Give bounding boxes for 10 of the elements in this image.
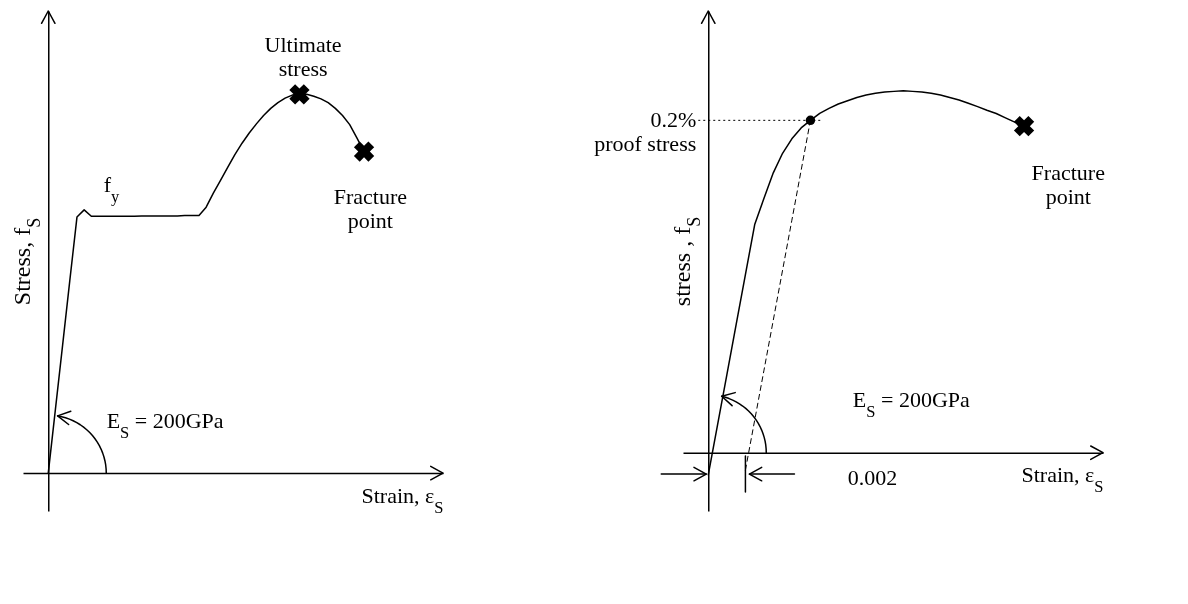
annotation: E$_{S}$ = 200GPa (106, 408, 224, 442)
annotation: 0.002 (847, 465, 898, 491)
ref-line-label: 0.2% proof stress (594, 107, 697, 157)
x-axis-title: Strain, ε$_{S}$ (1021, 462, 1104, 496)
annotation: f$_{y}$ (103, 172, 120, 206)
text: Fracture point (1031, 159, 1105, 209)
annotation: E$_{S}$ = 200GPa (852, 387, 971, 421)
x-axis-title: Strain, ε$_{S}$ (361, 482, 444, 517)
text: Ultimate stress (264, 32, 342, 82)
annotation: Fracture point (333, 183, 408, 233)
